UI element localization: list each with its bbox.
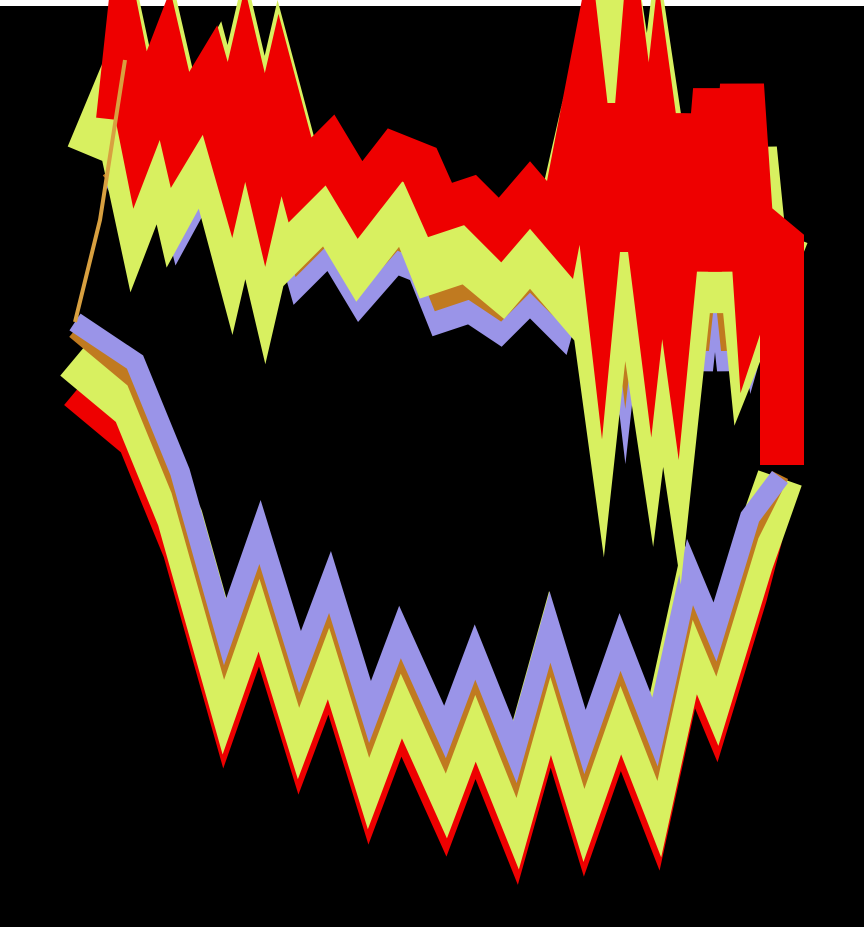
artwork <box>0 0 864 927</box>
page: Abstract zigzag artwork {} html, body { … <box>0 0 864 927</box>
body <box>0 0 864 927</box>
